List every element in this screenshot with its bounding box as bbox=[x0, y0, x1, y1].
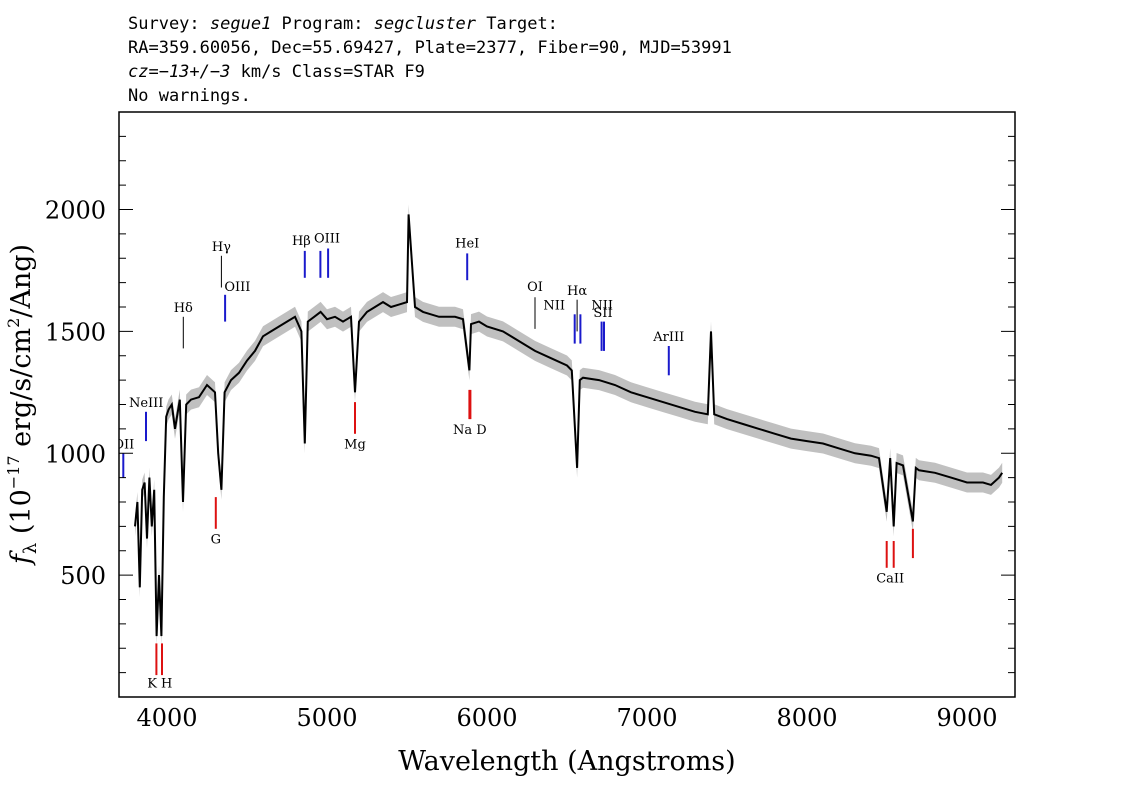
x-tick-label: 4000 bbox=[136, 704, 197, 732]
line-marker-label: Mg bbox=[344, 437, 366, 452]
x-tick-label: 7000 bbox=[616, 704, 677, 732]
line-marker-label: OI bbox=[527, 280, 543, 295]
line-marker-label: NeIII bbox=[129, 396, 163, 411]
chart-header: Survey: segue1 Program: segcluster Targe… bbox=[128, 14, 732, 106]
line-marker-label: ArIII bbox=[652, 330, 684, 345]
axis-ticks bbox=[119, 111, 1015, 674]
line-marker-label: Na D bbox=[453, 423, 487, 438]
line-marker-label: SII bbox=[593, 306, 612, 321]
x-axis-title: Wavelength (Angstroms) bbox=[398, 746, 735, 777]
x-tick-label: 5000 bbox=[296, 704, 357, 732]
y-tick-label: 1500 bbox=[45, 318, 106, 346]
flux-error-band bbox=[135, 204, 1003, 647]
line-marker-label: Hβ bbox=[292, 234, 311, 249]
line-marker-label: K H bbox=[147, 676, 172, 691]
flux-series-line bbox=[134, 214, 1004, 637]
axis-tick-labels: 4000 5000 6000 7000 8000 9000 500 1000 1500 2000 bbox=[45, 197, 998, 733]
x-tick-label: 6000 bbox=[456, 704, 517, 732]
line-marker-label: HeI bbox=[455, 236, 479, 251]
line-markers bbox=[122, 248, 914, 676]
y-tick-label: 2000 bbox=[45, 197, 106, 225]
y-axis-title: fλ (10−17 erg/s/cm2/Ang) bbox=[4, 244, 41, 566]
line-marker-label: OIII bbox=[224, 280, 250, 295]
line-marker-label: OII bbox=[113, 437, 134, 452]
line-marker-label: NII bbox=[591, 298, 613, 313]
line-marker-label: G bbox=[211, 532, 221, 547]
header-line-3: cz=−13+/−3 km/s Class=STAR F9 bbox=[128, 62, 425, 82]
x-tick-label: 8000 bbox=[776, 704, 837, 732]
line-marker-label: Hδ bbox=[174, 301, 193, 316]
plot-frame bbox=[118, 111, 1016, 698]
line-marker-label: Hγ bbox=[212, 240, 231, 255]
line-marker-label: NII bbox=[543, 298, 565, 313]
line-marker-label: OIII bbox=[314, 231, 340, 246]
header-line-4: No warnings. bbox=[128, 86, 251, 106]
line-marker-label: CaII bbox=[876, 571, 904, 586]
line-marker-label: Hα bbox=[567, 284, 587, 299]
y-tick-label: 1000 bbox=[45, 440, 106, 468]
y-tick-label: 500 bbox=[60, 562, 106, 590]
header-line-2: RA=359.60056, Dec=55.69427, Plate=2377, … bbox=[128, 38, 732, 58]
header-line-1: Survey: segue1 Program: segcluster Targe… bbox=[128, 14, 558, 34]
x-tick-label: 9000 bbox=[936, 704, 997, 732]
